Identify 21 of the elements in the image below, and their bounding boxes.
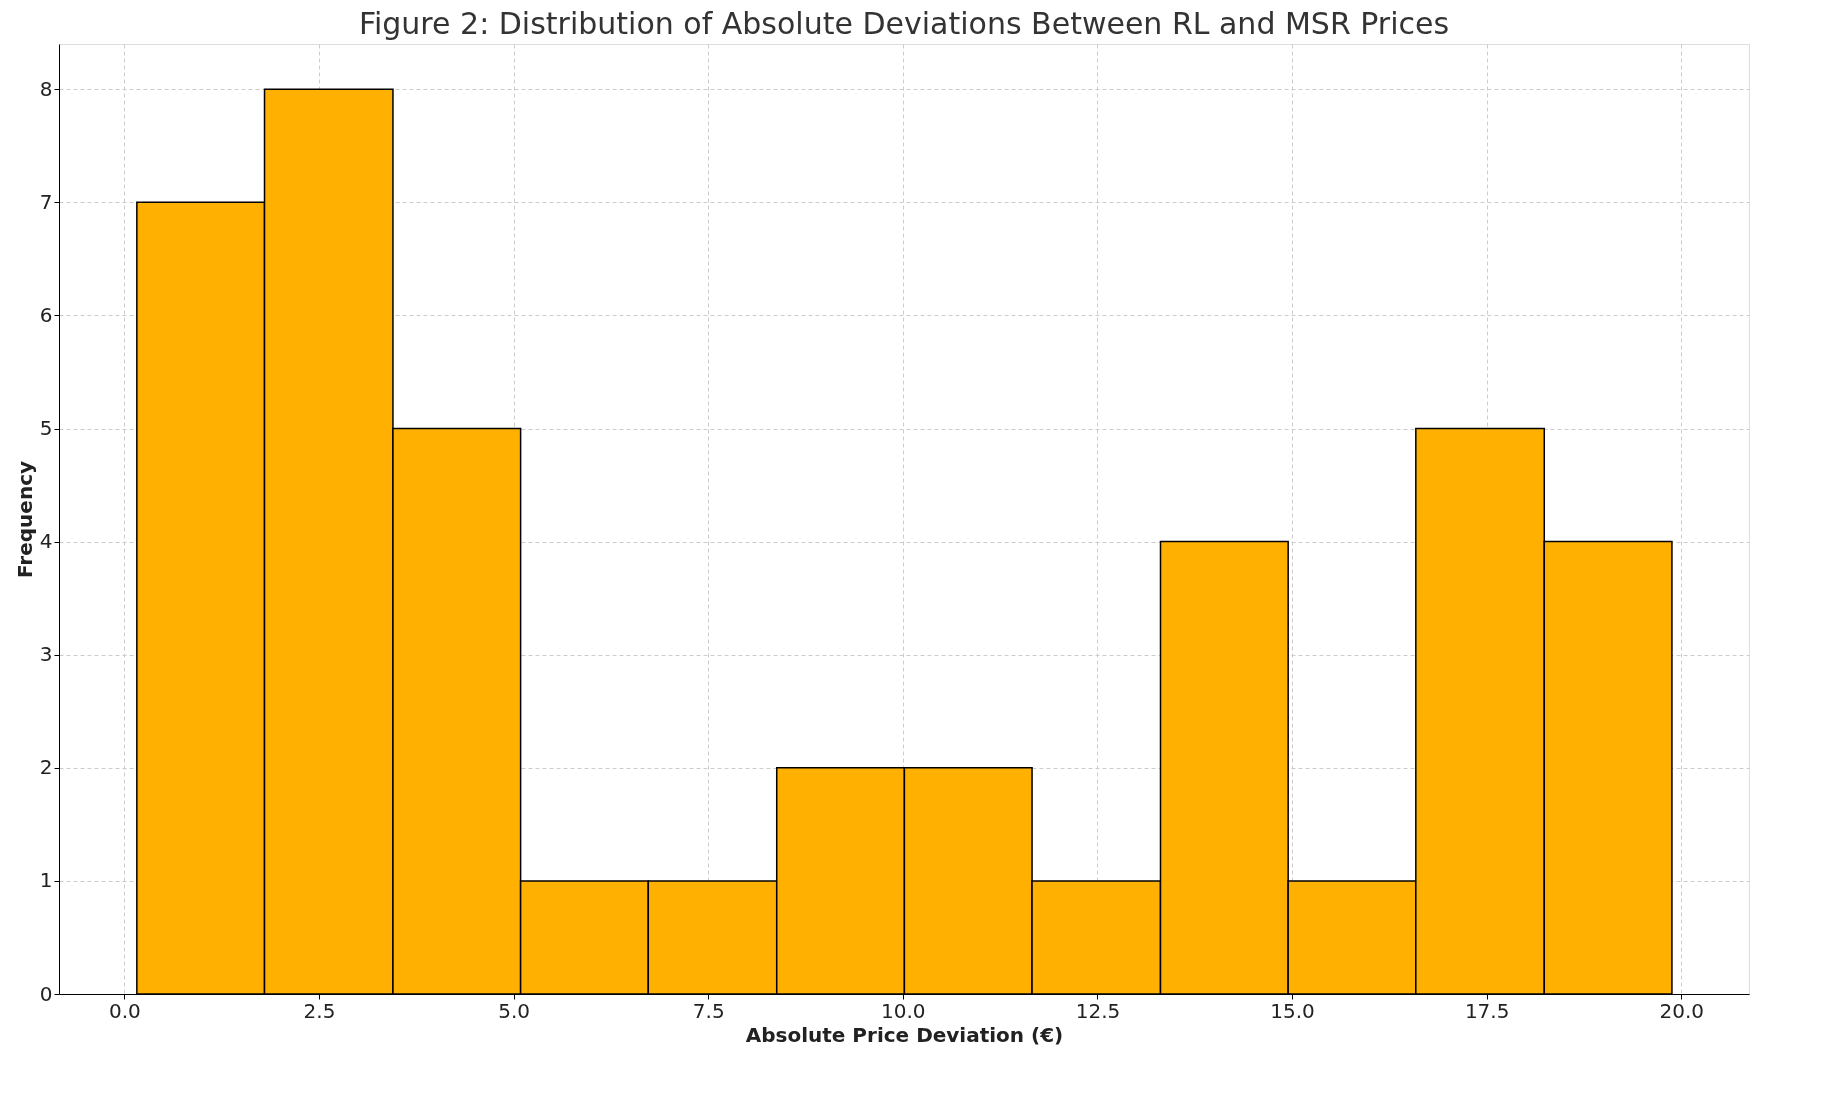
- x-tick-label: 12.5: [1075, 998, 1121, 1023]
- x-tick-label: 15.0: [1270, 998, 1315, 1023]
- y-tick-label: 8: [39, 76, 53, 101]
- chart-title: Figure 2: Distribution of Absolute Deviations Between RL and MSR Prices: [358, 6, 1450, 41]
- x-tick-label: 5.0: [498, 998, 531, 1023]
- x-tick-label: 10.0: [881, 998, 926, 1023]
- y-tick-label: 2: [39, 755, 53, 780]
- x-tick-label: 0.0: [108, 998, 141, 1023]
- y-tick-label: 7: [39, 189, 53, 214]
- x-tick-label: 7.5: [692, 998, 725, 1023]
- y-tick-label: 6: [39, 302, 53, 327]
- x-tick-label: 20.0: [1659, 998, 1705, 1023]
- x-axis-title: Absolute Price Deviation (€): [745, 1022, 1064, 1047]
- y-tick-label: 5: [39, 416, 53, 441]
- y-tick-label: 1: [39, 868, 53, 893]
- x-tick-label: 17.5: [1464, 998, 1510, 1023]
- y-tick-label: 0: [39, 981, 53, 1006]
- y-tick-label: 3: [39, 642, 53, 667]
- x-tick-label: 2.5: [303, 998, 336, 1023]
- y-tick-label: 4: [39, 529, 53, 554]
- y-axis-title: Frequency: [12, 460, 37, 579]
